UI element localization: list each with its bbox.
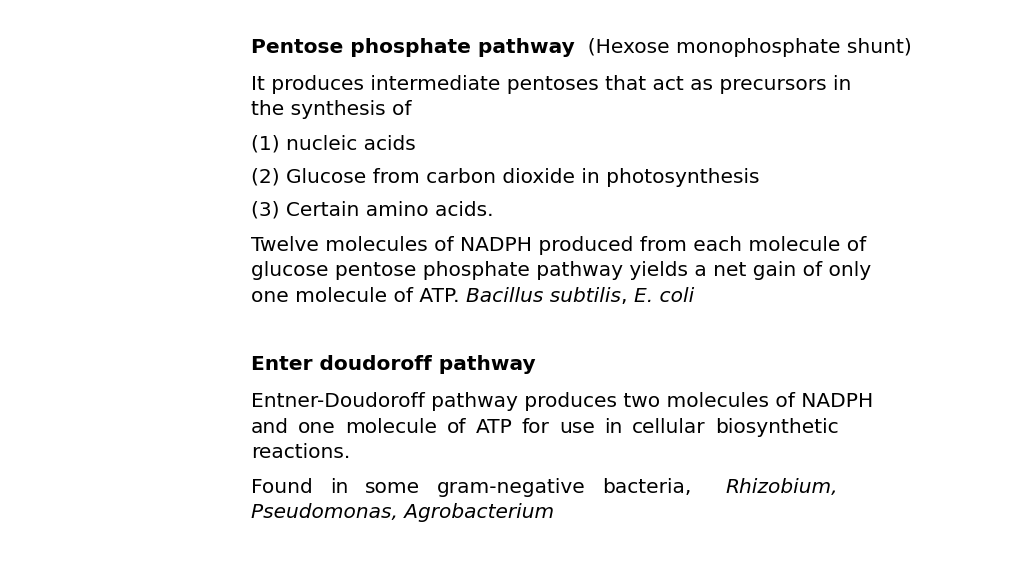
Text: ATP: ATP bbox=[475, 418, 512, 437]
Text: one: one bbox=[298, 418, 336, 437]
Text: Bacillus subtilis: Bacillus subtilis bbox=[466, 287, 621, 306]
Text: E. coli: E. coli bbox=[634, 287, 694, 306]
Text: use: use bbox=[559, 418, 595, 437]
Text: Found: Found bbox=[251, 478, 312, 497]
Text: one molecule of ATP.: one molecule of ATP. bbox=[251, 287, 466, 306]
Text: glucose pentose phosphate pathway yields a net gain of only: glucose pentose phosphate pathway yields… bbox=[251, 261, 871, 280]
Text: (Hexose monophosphate shunt): (Hexose monophosphate shunt) bbox=[574, 38, 911, 57]
Text: reactions.: reactions. bbox=[251, 443, 350, 462]
Text: and: and bbox=[251, 418, 289, 437]
Text: bacteria,: bacteria, bbox=[602, 478, 692, 497]
Text: in: in bbox=[604, 418, 623, 437]
Text: (1) nucleic acids: (1) nucleic acids bbox=[251, 135, 416, 154]
Text: Pseudomonas, Agrobacterium: Pseudomonas, Agrobacterium bbox=[251, 503, 554, 522]
Text: gram-negative: gram-negative bbox=[437, 478, 586, 497]
Text: of: of bbox=[446, 418, 466, 437]
Text: It produces intermediate pentoses that act as precursors in: It produces intermediate pentoses that a… bbox=[251, 75, 851, 94]
Text: biosynthetic: biosynthetic bbox=[715, 418, 839, 437]
Text: the synthesis of: the synthesis of bbox=[251, 100, 412, 119]
Text: for: for bbox=[521, 418, 550, 437]
Text: (2) Glucose from carbon dioxide in photosynthesis: (2) Glucose from carbon dioxide in photo… bbox=[251, 168, 760, 187]
Text: molecule: molecule bbox=[345, 418, 437, 437]
Text: (3) Certain amino acids.: (3) Certain amino acids. bbox=[251, 201, 494, 220]
Text: Twelve molecules of NADPH produced from each molecule of: Twelve molecules of NADPH produced from … bbox=[251, 236, 866, 255]
Text: Pentose phosphate pathway: Pentose phosphate pathway bbox=[251, 38, 574, 57]
Text: ,: , bbox=[621, 287, 634, 306]
Text: some: some bbox=[365, 478, 420, 497]
Text: Enter doudoroff pathway: Enter doudoroff pathway bbox=[251, 355, 536, 374]
Text: in: in bbox=[330, 478, 348, 497]
Text: cellular: cellular bbox=[632, 418, 706, 437]
Text: Entner-Doudoroff pathway produces two molecules of NADPH: Entner-Doudoroff pathway produces two mo… bbox=[251, 392, 873, 411]
Text: Rhizobium,: Rhizobium, bbox=[726, 478, 839, 497]
